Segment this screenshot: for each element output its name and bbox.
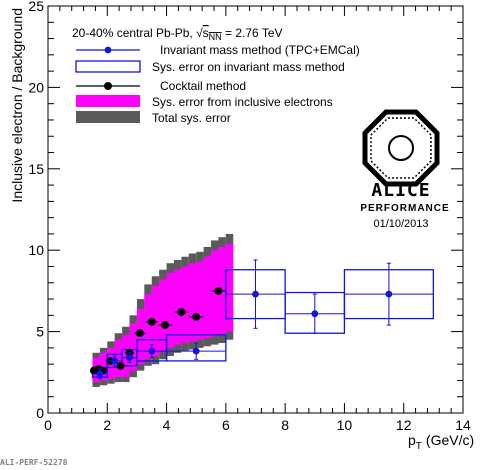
inclusive-sys-band-segment xyxy=(225,243,234,332)
inclusive-sys-band-segment xyxy=(144,294,152,360)
x-tick-label: 4 xyxy=(163,417,171,433)
x-tick-label: 8 xyxy=(281,417,289,433)
legend-cocktail-label: Cocktail method xyxy=(160,79,246,93)
footer-tag: ALI-PERF-52278 xyxy=(0,458,68,467)
legend-total-sys-label: Total sys. error xyxy=(152,111,231,125)
x-tick-label: 6 xyxy=(222,417,230,433)
legend-header-sub: NN xyxy=(209,32,222,42)
inclusive-sys-band-segment xyxy=(211,250,219,337)
y-axis-title: Inclusive electron / Background xyxy=(9,8,25,203)
invmass-point xyxy=(192,347,200,355)
plot-frame xyxy=(47,5,464,414)
y-tick-label: 10 xyxy=(28,242,44,258)
cocktail-point xyxy=(214,286,223,295)
inclusive-sys-band-segment xyxy=(181,266,189,343)
invmass-point xyxy=(111,357,119,365)
alice-logo-subtitle: PERFORMANCE xyxy=(360,203,449,214)
alice-octagon-inner xyxy=(370,117,432,179)
y-tick-label: 5 xyxy=(36,324,44,340)
legend: 20-40% central Pb-Pb, √sNN = 2.76 TeV In… xyxy=(72,26,360,125)
inclusive-sys-band-segment xyxy=(114,339,123,378)
x-tick-label: 2 xyxy=(103,417,111,433)
x-tick-label: 12 xyxy=(396,417,412,433)
alice-octagon xyxy=(362,109,440,187)
invmass-point xyxy=(126,354,133,362)
legend-inclusive-sys-label: Sys. error from inclusive electrons xyxy=(152,95,333,109)
y-tick-label: 20 xyxy=(28,79,44,95)
data-layer xyxy=(89,259,435,380)
legend-header-s: s xyxy=(203,26,209,40)
invmass-point xyxy=(311,310,319,318)
legend-invmass-sys-box xyxy=(75,60,141,73)
legend-invmass-label: Invariant mass method (TPC+EMCal) xyxy=(160,43,360,57)
alice-logo-ring xyxy=(388,135,414,161)
inclusive-sys-band-segment xyxy=(159,279,167,352)
cocktail-point xyxy=(135,329,144,338)
inclusive-sys-band-segment xyxy=(122,334,130,378)
legend-invmass-marker xyxy=(104,46,112,54)
legend-inclusive-sys-box xyxy=(76,95,140,107)
x-axis-title-unit: (GeV/c) xyxy=(426,432,474,448)
cocktail-point xyxy=(147,317,156,326)
x-axis-title: pT (GeV/c) xyxy=(408,432,474,452)
legend-header-suffix: = 2.76 TeV xyxy=(222,26,283,40)
inclusive-sys-band-segment xyxy=(203,256,212,339)
sys-bands-layer xyxy=(92,233,234,387)
invmass-point xyxy=(252,290,259,298)
inclusive-sys-band-segment xyxy=(188,263,197,342)
alice-logo-date: 01/10/2013 xyxy=(373,218,428,230)
cocktail-point xyxy=(177,308,186,317)
cocktail-point xyxy=(192,312,201,321)
x-tick-label: 10 xyxy=(337,417,353,433)
inclusive-sys-band-segment xyxy=(99,352,108,381)
invmass-point xyxy=(96,370,104,378)
y-tick-label: 0 xyxy=(36,405,44,421)
inclusive-sys-band-segment xyxy=(129,323,137,371)
inclusive-sys-band-segment xyxy=(173,269,182,345)
x-tick-label: 0 xyxy=(44,417,52,433)
invmass-point xyxy=(148,347,156,355)
legend-total-sys-box xyxy=(76,111,140,123)
y-tick-label: 25 xyxy=(28,0,44,14)
x-axis-title-main: p xyxy=(408,432,416,448)
x-axis-title-sub: T xyxy=(416,441,422,452)
cocktail-point xyxy=(161,321,170,330)
cocktail-point xyxy=(116,361,125,370)
legend-header-prefix: 20-40% central Pb-Pb, xyxy=(72,26,196,40)
inclusive-sys-band-segment xyxy=(196,261,204,340)
inclusive-sys-band-segment xyxy=(166,272,174,348)
x-tick-label: 14 xyxy=(455,417,471,433)
sqrt-symbol: √ xyxy=(196,26,203,40)
invmass-sys-box xyxy=(165,334,227,362)
axes-layer: 0 2 4 6 8 10 12 14 0 5 10 15 20 25 xyxy=(28,0,471,433)
invmass-point xyxy=(385,290,393,298)
legend-cocktail-marker xyxy=(104,82,112,90)
legend-invmass-sys-label: Sys. error on invariant mass method xyxy=(152,60,345,74)
legend-header: 20-40% central Pb-Pb, √sNN = 2.76 TeV xyxy=(72,26,283,42)
y-tick-label: 15 xyxy=(28,161,44,177)
alice-logo: ALICE PERFORMANCE 01/10/2013 xyxy=(360,109,449,230)
alice-logo-name: ALICE xyxy=(371,180,430,201)
